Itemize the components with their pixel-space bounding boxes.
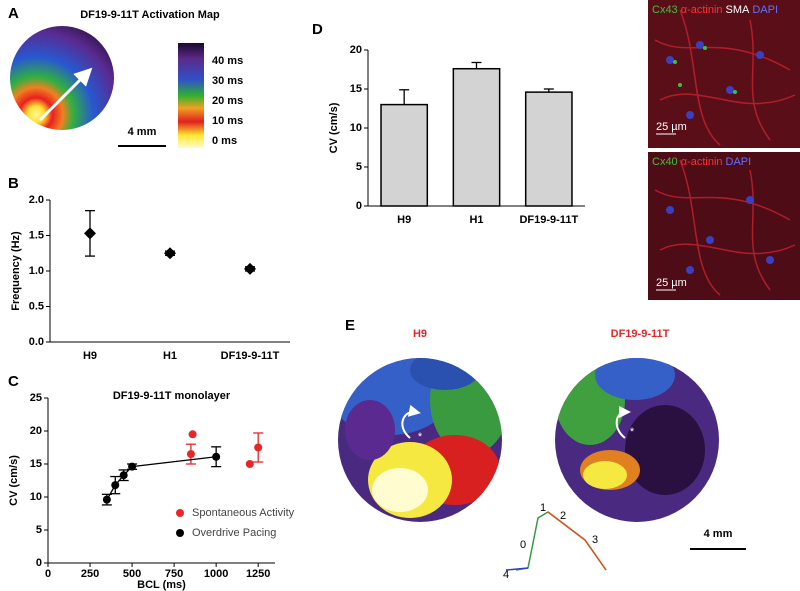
action-potential-trace bbox=[505, 567, 529, 571]
propagation-arrow bbox=[615, 406, 631, 439]
data-point bbox=[245, 460, 254, 468]
bar bbox=[524, 91, 573, 207]
stain-legend: Cx40 α-actinin DAPI bbox=[652, 156, 751, 168]
y-tick-label: 1.5 bbox=[29, 229, 44, 241]
data-point bbox=[102, 495, 111, 504]
bar bbox=[452, 67, 501, 207]
data-point bbox=[244, 262, 256, 275]
y-tick-label: 2.0 bbox=[29, 194, 44, 206]
colorbar-label: 40 ms bbox=[212, 55, 243, 67]
y-tick-label: 5 bbox=[36, 524, 42, 536]
colorbar-label: 10 ms bbox=[212, 115, 243, 127]
legend-label: Overdrive Pacing bbox=[192, 527, 276, 539]
bar bbox=[380, 103, 429, 207]
data-point bbox=[119, 471, 128, 480]
legend-marker bbox=[176, 509, 184, 517]
ap-phase: 4 bbox=[503, 569, 509, 581]
ap-phase: 1 bbox=[540, 502, 546, 514]
chart-title: DF19-9-11T monolayer bbox=[113, 390, 231, 402]
x-tick-label: 0 bbox=[45, 568, 51, 580]
pacing-site: * bbox=[630, 426, 635, 438]
stain-label: Cx43 bbox=[652, 4, 678, 16]
data-point bbox=[186, 450, 195, 459]
x-tick-label: H9 bbox=[83, 350, 97, 362]
pacing-site: * bbox=[418, 431, 423, 443]
ap-phase: 0 bbox=[520, 539, 526, 551]
panel-letter: B bbox=[8, 175, 19, 192]
propagation-arrow bbox=[401, 404, 421, 439]
x-tick-label: H9 bbox=[397, 214, 411, 226]
y-tick-label: 0.0 bbox=[29, 336, 44, 348]
panel-letter: A bbox=[8, 5, 19, 22]
y-tick-label: 20 bbox=[350, 44, 362, 56]
stain-label: DAPI bbox=[726, 156, 752, 168]
panel-letter: D bbox=[312, 21, 323, 38]
stain-legend: Cx43 α-actinin SMA DAPI bbox=[652, 4, 778, 16]
x-tick-label: H1 bbox=[163, 350, 177, 362]
y-tick-label: 0 bbox=[356, 200, 362, 212]
scale-bar-label: 4 mm bbox=[128, 126, 157, 138]
data-point bbox=[212, 452, 221, 461]
map-title: H9 bbox=[413, 328, 427, 340]
legend-label: Spontaneous Activity bbox=[192, 507, 295, 519]
stain-label: DAPI bbox=[752, 4, 778, 16]
y-tick-label: 10 bbox=[350, 122, 362, 134]
colorbar-label: 30 ms bbox=[212, 75, 243, 87]
ap-phase: 3 bbox=[592, 534, 598, 546]
data-point bbox=[254, 443, 263, 452]
y-tick-label: 20 bbox=[30, 425, 42, 437]
y-tick-label: 25 bbox=[30, 392, 42, 404]
scale-bar-label: 4 mm bbox=[704, 528, 733, 540]
panel-letter: C bbox=[8, 373, 19, 390]
micrograph bbox=[648, 152, 800, 300]
micrograph-detail bbox=[654, 9, 796, 296]
scale-bar-label: 25 µm bbox=[656, 277, 687, 289]
propagation-arrow bbox=[38, 67, 93, 122]
data-point bbox=[111, 481, 120, 490]
y-tick-label: 1.0 bbox=[29, 265, 44, 277]
stain-label: SMA bbox=[726, 4, 751, 16]
action-potential-trace bbox=[547, 511, 607, 571]
map-title: DF19-9-11T bbox=[611, 328, 670, 340]
panel-title: DF19-9-11T Activation Map bbox=[80, 9, 220, 21]
activation-map bbox=[10, 26, 114, 130]
y-tick-label: 0.5 bbox=[29, 300, 44, 312]
panel-letter: E bbox=[345, 317, 355, 334]
y-axis-label: CV (cm/s) bbox=[8, 455, 20, 506]
data-point bbox=[188, 430, 197, 439]
data-point bbox=[84, 227, 96, 240]
activation-map bbox=[555, 358, 719, 522]
scale-bar-label: 25 µm bbox=[656, 121, 687, 133]
y-tick-label: 0 bbox=[36, 557, 42, 569]
data-point bbox=[164, 247, 176, 260]
y-tick-label: 5 bbox=[356, 161, 362, 173]
x-tick-label: 750 bbox=[165, 568, 183, 580]
stain-label: α-actinin bbox=[681, 4, 723, 16]
x-tick-label: 1000 bbox=[204, 568, 228, 580]
stain-label: α-actinin bbox=[681, 156, 723, 168]
x-tick-label: DF19-9-11T bbox=[519, 214, 578, 226]
x-tick-label: DF19-9-11T bbox=[221, 350, 280, 362]
stain-label: Cx40 bbox=[652, 156, 678, 168]
ap-phase: 2 bbox=[560, 510, 566, 522]
y-axis-label: Frequency (Hz) bbox=[10, 231, 22, 311]
x-axis-label: BCL (ms) bbox=[137, 579, 186, 591]
y-tick-label: 15 bbox=[30, 458, 42, 470]
legend-marker bbox=[176, 529, 184, 537]
colorbar-label: 0 ms bbox=[212, 135, 237, 147]
colorbar-label: 20 ms bbox=[212, 95, 243, 107]
micrograph-nuclei bbox=[666, 41, 774, 274]
micrograph bbox=[648, 0, 800, 148]
y-tick-label: 15 bbox=[350, 83, 362, 95]
colorbar bbox=[178, 43, 204, 148]
y-tick-label: 10 bbox=[30, 491, 42, 503]
y-axis-label: CV (cm/s) bbox=[328, 102, 340, 153]
data-point bbox=[128, 462, 137, 471]
x-tick-label: 1250 bbox=[246, 568, 270, 580]
x-tick-label: H1 bbox=[469, 214, 483, 226]
x-tick-label: 500 bbox=[123, 568, 141, 580]
x-tick-label: 250 bbox=[81, 568, 99, 580]
